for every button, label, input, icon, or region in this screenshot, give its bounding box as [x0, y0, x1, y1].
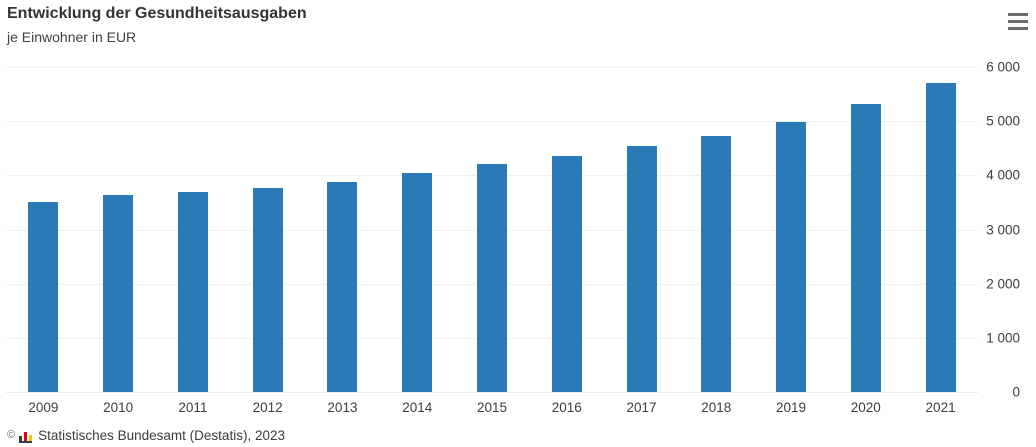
chart-subtitle: je Einwohner in EUR	[7, 29, 137, 45]
gridline-6000	[6, 67, 978, 68]
bar-2010[interactable]	[103, 195, 134, 392]
bar-chart-plot-area	[6, 67, 978, 393]
bar-column-2016	[529, 67, 604, 392]
hamburger-bar	[1008, 13, 1028, 16]
source-text: Statistisches Bundesamt (Destatis), 2023	[38, 428, 285, 443]
bar-column-2017	[604, 67, 679, 392]
y-tick-label-5000: 5 000	[986, 113, 1020, 129]
x-tick-label-2018: 2018	[701, 400, 732, 415]
source-footer: © Statistisches Bundesamt (Destatis), 20…	[7, 428, 285, 443]
bar-2019[interactable]	[776, 121, 807, 392]
bar-2017[interactable]	[626, 145, 657, 392]
bars-row	[6, 67, 978, 392]
bar-column-2013	[305, 67, 380, 392]
y-tick-label-1000: 1 000	[986, 330, 1020, 346]
y-tick-label-2000: 2 000	[986, 276, 1020, 292]
x-axis-labels: 2009 2010 2011 2012 2013 2014 2015 2016 2017 2018…	[6, 400, 978, 415]
bar-column-2009	[6, 67, 81, 392]
bar-2011[interactable]	[177, 192, 208, 392]
x-tick-label-2011: 2011	[178, 400, 208, 415]
gridline-0	[6, 392, 978, 393]
x-tick-label-2014: 2014	[402, 400, 433, 415]
x-tick-label-2013: 2013	[327, 400, 358, 415]
x-tick-label-2010: 2010	[103, 400, 134, 415]
bar-column-2010	[81, 67, 156, 392]
x-tick-label-2012: 2012	[252, 400, 283, 415]
x-tick-label-2016: 2016	[551, 400, 582, 415]
x-tick-label-2015: 2015	[476, 400, 507, 415]
bar-2020[interactable]	[850, 104, 881, 392]
hamburger-menu-icon[interactable]	[1008, 13, 1028, 30]
y-axis-labels: 0 1 000 2 000 3 000 4 000 5 000 6 000	[978, 60, 1028, 400]
hamburger-bar	[1008, 20, 1028, 23]
bar-column-2019	[754, 67, 829, 392]
y-tick-label-4000: 4 000	[986, 167, 1020, 183]
gridline-5000	[6, 121, 978, 123]
chart-title: Entwicklung der Gesundheitsausgaben	[7, 5, 307, 22]
bar-column-2021	[903, 67, 978, 392]
bar-2009[interactable]	[28, 202, 59, 392]
copyright-symbol: ©	[7, 429, 16, 441]
bar-column-2012	[230, 67, 305, 392]
y-tick-label-6000: 6 000	[986, 59, 1020, 75]
destatis-logo-icon	[19, 430, 33, 443]
bar-2018[interactable]	[701, 135, 732, 392]
y-tick-label-3000: 3 000	[986, 222, 1020, 237]
bar-2013[interactable]	[327, 181, 358, 392]
x-tick-label-2017: 2017	[626, 400, 657, 415]
x-tick-label-2020: 2020	[850, 400, 881, 415]
bar-2021[interactable]	[925, 83, 956, 392]
bar-column-2018	[679, 67, 754, 392]
bar-2016[interactable]	[551, 155, 582, 392]
chart-header: Entwicklung der Gesundheitsausgaben je E…	[7, 5, 307, 45]
x-tick-label-2021: 2021	[925, 400, 956, 415]
bar-2014[interactable]	[402, 173, 433, 392]
bar-2012[interactable]	[252, 187, 283, 392]
y-tick-label-0: 0	[1012, 384, 1020, 400]
bar-column-2014	[380, 67, 455, 392]
bar-column-2015	[455, 67, 530, 392]
x-tick-label-2009: 2009	[28, 400, 59, 415]
bar-2015[interactable]	[476, 164, 507, 392]
bar-column-2011	[156, 67, 231, 392]
bar-column-2020	[828, 67, 903, 392]
x-tick-label-2019: 2019	[776, 400, 807, 415]
hamburger-bar	[1008, 27, 1028, 30]
